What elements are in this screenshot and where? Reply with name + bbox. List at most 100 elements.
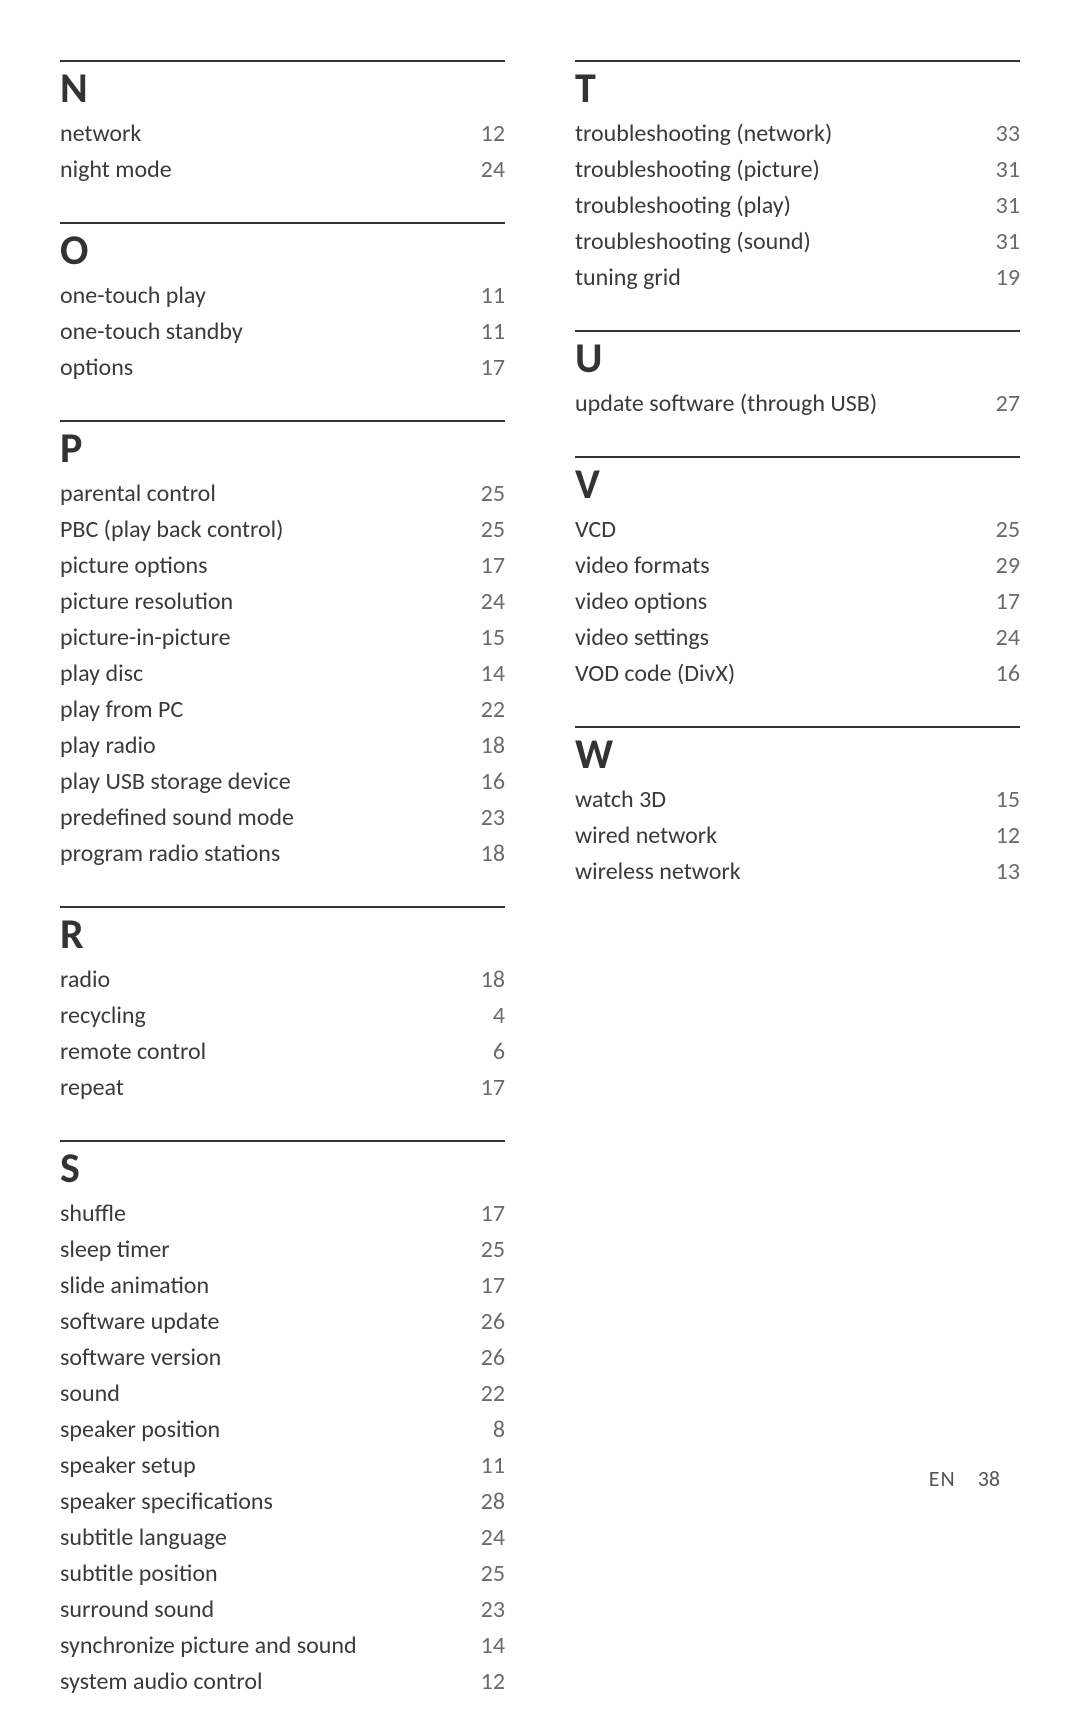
index-page-number: 31 xyxy=(980,152,1020,188)
index-page-number: 23 xyxy=(465,800,505,836)
index-entry: synchronize picture and sound 14 xyxy=(60,1628,505,1664)
index-page: Nnetwork12night mode24Oone-touch play11o… xyxy=(0,0,1080,1527)
index-page-number: 11 xyxy=(465,1448,505,1484)
index-page-number: 25 xyxy=(465,1556,505,1592)
index-entry: options17 xyxy=(60,350,505,386)
footer-language: EN xyxy=(929,1465,956,1492)
index-term: troubleshooting (network) xyxy=(575,116,832,152)
index-term: play disc xyxy=(60,656,143,692)
index-entry: play from PC 22 xyxy=(60,692,505,728)
index-entry: subtitle language24 xyxy=(60,1520,505,1556)
index-page-number: 18 xyxy=(465,728,505,764)
index-page-number: 18 xyxy=(465,962,505,998)
index-term: shuffle xyxy=(60,1196,126,1232)
index-page-number: 14 xyxy=(465,1628,505,1664)
index-term: options xyxy=(60,350,133,386)
index-entry: speaker position8 xyxy=(60,1412,505,1448)
index-page-number: 19 xyxy=(980,260,1020,296)
index-entry: watch 3D15 xyxy=(575,782,1020,818)
index-entry: picture resolution24 xyxy=(60,584,505,620)
index-page-number: 15 xyxy=(465,620,505,656)
index-term: software version xyxy=(60,1340,221,1376)
index-term: tuning grid xyxy=(575,260,681,296)
index-page-number: 17 xyxy=(465,548,505,584)
columns: Nnetwork12night mode24Oone-touch play11o… xyxy=(60,60,1020,1734)
index-term: picture resolution xyxy=(60,584,233,620)
section-letter: V xyxy=(575,464,1020,506)
index-term: slide animation xyxy=(60,1268,209,1304)
index-entry: subtitle position 25 xyxy=(60,1556,505,1592)
index-term: video settings xyxy=(575,620,709,656)
index-page-number: 23 xyxy=(465,1592,505,1628)
index-page-number: 22 xyxy=(465,692,505,728)
index-entry: software update26 xyxy=(60,1304,505,1340)
index-page-number: 27 xyxy=(980,386,1020,422)
index-section-v: VVCD25video formats29video options17vide… xyxy=(575,456,1020,692)
index-term: play from PC xyxy=(60,692,183,728)
index-entry: speaker specifications28 xyxy=(60,1484,505,1520)
index-term: PBC (play back control) xyxy=(60,512,283,548)
index-page-number: 12 xyxy=(465,116,505,152)
index-entry: slide animation17 xyxy=(60,1268,505,1304)
index-entry: video formats 29 xyxy=(575,548,1020,584)
index-entry: troubleshooting (network) 33 xyxy=(575,116,1020,152)
index-entry: play USB storage device16 xyxy=(60,764,505,800)
index-entry: predefined sound mode 23 xyxy=(60,800,505,836)
index-page-number: 26 xyxy=(465,1340,505,1376)
index-entry: picture-in-picture 15 xyxy=(60,620,505,656)
index-entry: PBC (play back control)25 xyxy=(60,512,505,548)
section-letter: N xyxy=(60,68,505,110)
index-term: system audio control xyxy=(60,1664,263,1700)
column-left: Nnetwork12night mode24Oone-touch play11o… xyxy=(60,60,505,1734)
index-page-number: 12 xyxy=(465,1664,505,1700)
index-term: recycling xyxy=(60,998,146,1034)
index-entry: software version 26 xyxy=(60,1340,505,1376)
index-term: subtitle position xyxy=(60,1556,218,1592)
index-term: surround sound xyxy=(60,1592,214,1628)
section-letter: T xyxy=(575,68,1020,110)
section-letter: P xyxy=(60,428,505,470)
index-page-number: 14 xyxy=(465,656,505,692)
index-page-number: 11 xyxy=(465,314,505,350)
index-term: sleep timer xyxy=(60,1232,170,1268)
index-entry: shuffle17 xyxy=(60,1196,505,1232)
index-page-number: 33 xyxy=(980,116,1020,152)
index-term: VOD code (DivX) xyxy=(575,656,735,692)
index-term: picture-in-picture xyxy=(60,620,231,656)
index-term: troubleshooting (sound) xyxy=(575,224,811,260)
index-entry: VCD25 xyxy=(575,512,1020,548)
index-section-t: Ttroubleshooting (network)33troubleshoot… xyxy=(575,60,1020,296)
index-term: radio xyxy=(60,962,110,998)
index-entry: wired network12 xyxy=(575,818,1020,854)
index-entry: sleep timer25 xyxy=(60,1232,505,1268)
index-term: parental control xyxy=(60,476,216,512)
index-term: picture options xyxy=(60,548,208,584)
index-entry: night mode24 xyxy=(60,152,505,188)
section-letter: S xyxy=(60,1148,505,1190)
index-term: network xyxy=(60,116,141,152)
index-term: update software (through USB) xyxy=(575,386,877,422)
index-page-number: 29 xyxy=(980,548,1020,584)
section-letter: R xyxy=(60,914,505,956)
index-term: synchronize picture and sound xyxy=(60,1628,357,1664)
index-term: one-touch play xyxy=(60,278,206,314)
index-page-number: 22 xyxy=(465,1376,505,1412)
index-section-w: Wwatch 3D15wired network12wireless netwo… xyxy=(575,726,1020,890)
index-term: video formats xyxy=(575,548,710,584)
section-letter: O xyxy=(60,230,505,272)
footer-page-number: 38 xyxy=(978,1465,1000,1492)
index-term: troubleshooting (picture) xyxy=(575,152,820,188)
index-page-number: 18 xyxy=(465,836,505,872)
index-section-n: Nnetwork 12night mode24 xyxy=(60,60,505,188)
index-term: predefined sound mode xyxy=(60,800,294,836)
index-term: troubleshooting (play) xyxy=(575,188,791,224)
index-entry: tuning grid 19 xyxy=(575,260,1020,296)
index-entry: repeat17 xyxy=(60,1070,505,1106)
index-page-number: 25 xyxy=(980,512,1020,548)
index-term: video options xyxy=(575,584,707,620)
index-term: wireless network xyxy=(575,854,741,890)
section-letter: W xyxy=(575,734,1020,776)
index-entry: picture options 17 xyxy=(60,548,505,584)
index-page-number: 31 xyxy=(980,224,1020,260)
index-section-u: Uupdate software (through USB)27 xyxy=(575,330,1020,422)
